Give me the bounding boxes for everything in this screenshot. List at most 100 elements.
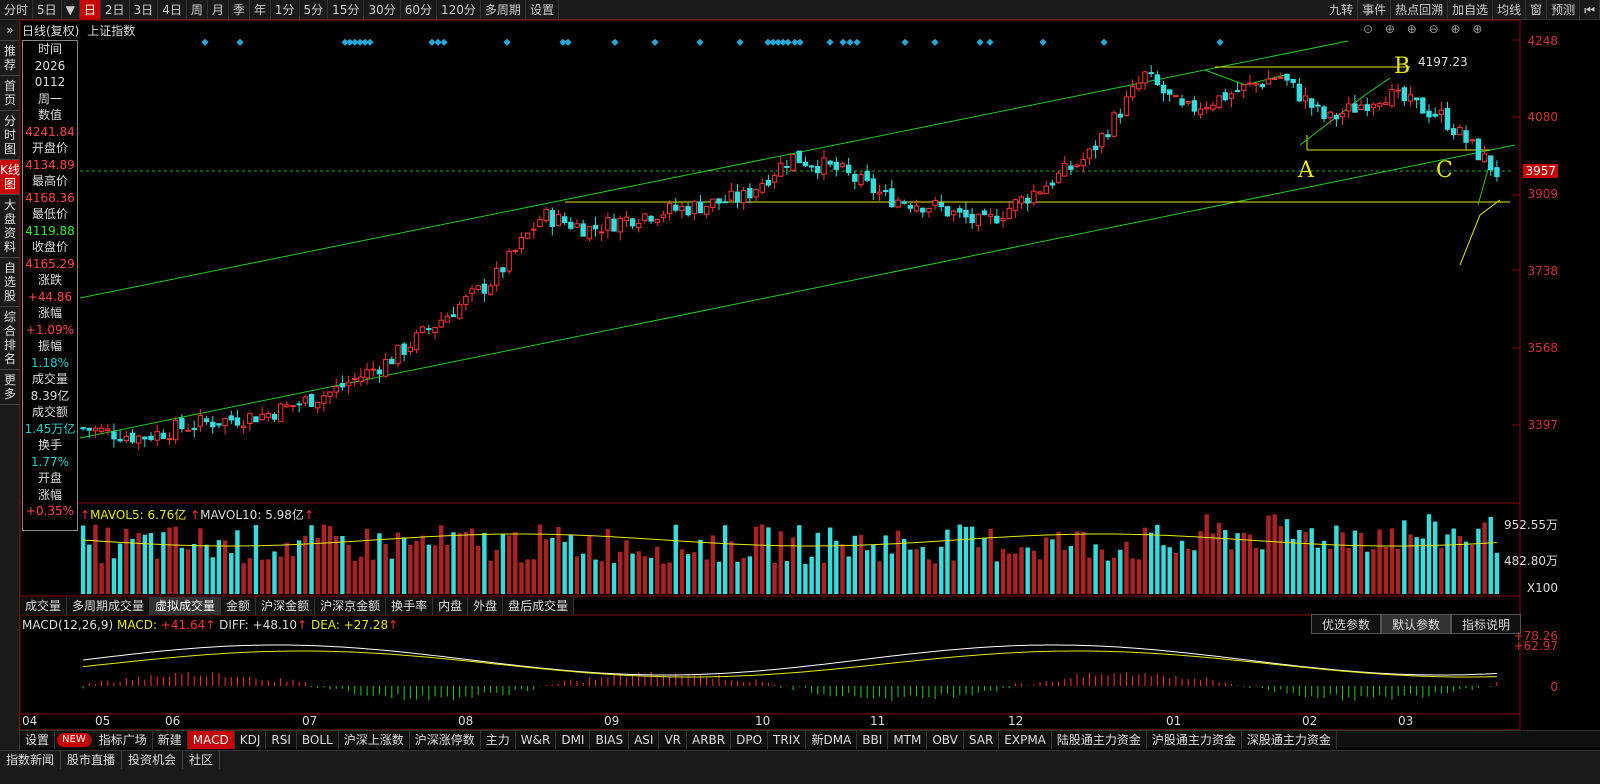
- bottom-link[interactable]: 指数新闻: [0, 751, 62, 769]
- volume-tab[interactable]: 成交量: [20, 597, 68, 615]
- sidebar-item[interactable]: 首页: [0, 76, 20, 111]
- indicator-tab[interactable]: TRIX: [768, 731, 807, 749]
- period-tab[interactable]: 季: [229, 0, 250, 20]
- period-tab[interactable]: 120分: [437, 0, 481, 20]
- volume-tab[interactable]: 内盘: [433, 597, 469, 615]
- default-params-button[interactable]: 默认参数: [1381, 614, 1452, 634]
- indicator-tab[interactable]: 新DMA: [806, 731, 858, 749]
- topbar-right-button[interactable]: 窗: [1526, 0, 1548, 20]
- indicator-tab[interactable]: 深股通主力资金: [1242, 731, 1337, 749]
- period-tab[interactable]: 设置: [526, 0, 559, 20]
- indicator-tab[interactable]: BIAS: [590, 731, 630, 749]
- indicator-tab[interactable]: EXPMA: [999, 731, 1052, 749]
- price-tick-current: 3957: [1523, 164, 1558, 178]
- period-tab[interactable]: 月: [208, 0, 229, 20]
- period-tab[interactable]: 日: [79, 0, 101, 20]
- indicator-tab[interactable]: KDJ: [235, 731, 267, 749]
- period-tab[interactable]: 60分: [401, 0, 438, 20]
- indicator-tab[interactable]: VR: [659, 731, 687, 749]
- indicator-tab[interactable]: 沪深涨停数: [410, 731, 481, 749]
- period-tab[interactable]: 30分: [364, 0, 401, 20]
- sidebar-item[interactable]: 大盘资料: [0, 195, 20, 258]
- volume-bar: [1321, 540, 1327, 594]
- volume-tab[interactable]: 金额: [221, 597, 257, 615]
- indicator-tab[interactable]: MTM: [888, 731, 928, 749]
- signal-diamond: [901, 38, 909, 46]
- signal-diamond: [826, 38, 834, 46]
- candle-body: [889, 188, 895, 208]
- candle-body: [259, 413, 265, 421]
- indicator-tab[interactable]: OBV: [927, 731, 964, 749]
- candle-body: [308, 393, 315, 407]
- indicator-help-button[interactable]: 指标说明: [1451, 614, 1522, 634]
- chart-mode[interactable]: 日线(复权): [22, 24, 80, 38]
- sidebar-item[interactable]: 推荐: [0, 41, 20, 76]
- indicator-tab[interactable]: NEW: [57, 733, 92, 747]
- indicator-tab[interactable]: DPO: [731, 731, 769, 749]
- chart-canvas[interactable]: [0, 0, 1600, 730]
- period-tab[interactable]: 多周期: [481, 0, 526, 20]
- volume-tab[interactable]: 沪深京金额: [315, 597, 387, 615]
- volume-bar: [124, 528, 129, 594]
- period-tab[interactable]: 年: [250, 0, 271, 20]
- period-tab[interactable]: 5日: [33, 0, 62, 20]
- period-tab[interactable]: 2日: [101, 0, 130, 20]
- volume-tab[interactable]: 换手率: [386, 597, 434, 615]
- optimize-params-button[interactable]: 优选参数: [1311, 614, 1382, 634]
- indicator-tab[interactable]: 沪深上涨数: [339, 731, 410, 749]
- chart-tools[interactable]: ⊙ ⊕ ⊕ ⊖ ⊕ ⊕: [1363, 22, 1487, 36]
- period-tab[interactable]: 3日: [130, 0, 159, 20]
- bottom-link[interactable]: 投资机会: [122, 751, 184, 769]
- indicator-tab[interactable]: DMI: [556, 731, 591, 749]
- candle-body: [376, 369, 383, 375]
- sidebar-item[interactable]: 更多: [0, 370, 20, 405]
- bottom-link[interactable]: 股市直播: [61, 751, 123, 769]
- indicator-tab[interactable]: 沪股通主力资金: [1147, 731, 1242, 749]
- bottom-link[interactable]: 社区: [183, 751, 221, 769]
- topbar-right-button[interactable]: 预测: [1547, 0, 1581, 20]
- topbar-right-button[interactable]: 加自选: [1448, 0, 1494, 20]
- topbar-right-button[interactable]: 九转: [1325, 0, 1359, 20]
- sidebar-item[interactable]: K线图: [0, 160, 20, 195]
- period-tab[interactable]: 4日: [158, 0, 187, 20]
- indicator-tab[interactable]: SAR: [964, 731, 1000, 749]
- period-tab[interactable]: 5分: [300, 0, 329, 20]
- topbar-right-button[interactable]: 热点回溯: [1391, 0, 1449, 20]
- indicator-tab[interactable]: ARBR: [687, 731, 732, 749]
- period-tab[interactable]: 周: [187, 0, 208, 20]
- sidebar-item[interactable]: 分时图: [0, 111, 20, 160]
- period-tab[interactable]: 15分: [328, 0, 365, 20]
- mavol5-line: [83, 533, 1497, 547]
- indicator-tab[interactable]: W&R: [516, 731, 557, 749]
- indicator-tab[interactable]: BBI: [857, 731, 889, 749]
- sidebar-item[interactable]: 自选股: [0, 258, 20, 307]
- dea-label: DEA:: [310, 618, 340, 632]
- indicator-tab[interactable]: 陆股通主力资金: [1052, 731, 1147, 749]
- sidebar-item[interactable]: 综合排名: [0, 307, 20, 370]
- volume-tab[interactable]: 多周期成交量: [67, 597, 151, 615]
- indicator-tab[interactable]: 指标广场: [94, 731, 153, 749]
- period-tab[interactable]: 分时: [0, 0, 34, 20]
- period-tab[interactable]: ▼: [62, 0, 80, 20]
- period-tab[interactable]: 1分: [271, 0, 300, 20]
- volume-tab[interactable]: 盘后成交量: [503, 597, 575, 615]
- volume-tab[interactable]: 沪深金额: [256, 597, 316, 615]
- volume-tab[interactable]: 虚拟成交量: [150, 597, 222, 615]
- indicator-tab[interactable]: 新建: [153, 731, 188, 749]
- indicator-tab[interactable]: ASI: [629, 731, 660, 749]
- volume-tabs: 成交量 多周期成交量 虚拟成交量 金额 沪深金额 沪深京金额 换手率 内盘 外盘 盘后成交量: [20, 597, 575, 615]
- candle-body: [975, 213, 982, 227]
- volume-tab[interactable]: 外盘: [468, 597, 504, 615]
- month-label: 05: [95, 714, 111, 728]
- expand-icon[interactable]: »: [0, 20, 20, 41]
- mavol5-value: 6.76亿: [147, 508, 187, 522]
- indicator-tab[interactable]: 设置: [20, 731, 56, 749]
- indicator-tab[interactable]: MACD: [187, 731, 235, 749]
- volume-bar: [414, 540, 419, 594]
- topbar-right-button[interactable]: 均线: [1493, 0, 1527, 20]
- topbar-right-button[interactable]: 事件: [1358, 0, 1392, 20]
- indicator-tab[interactable]: RSI: [266, 731, 297, 749]
- volume-bar: [716, 561, 722, 594]
- indicator-tab[interactable]: 主力: [481, 731, 516, 749]
- indicator-tab[interactable]: BOLL: [297, 731, 339, 749]
